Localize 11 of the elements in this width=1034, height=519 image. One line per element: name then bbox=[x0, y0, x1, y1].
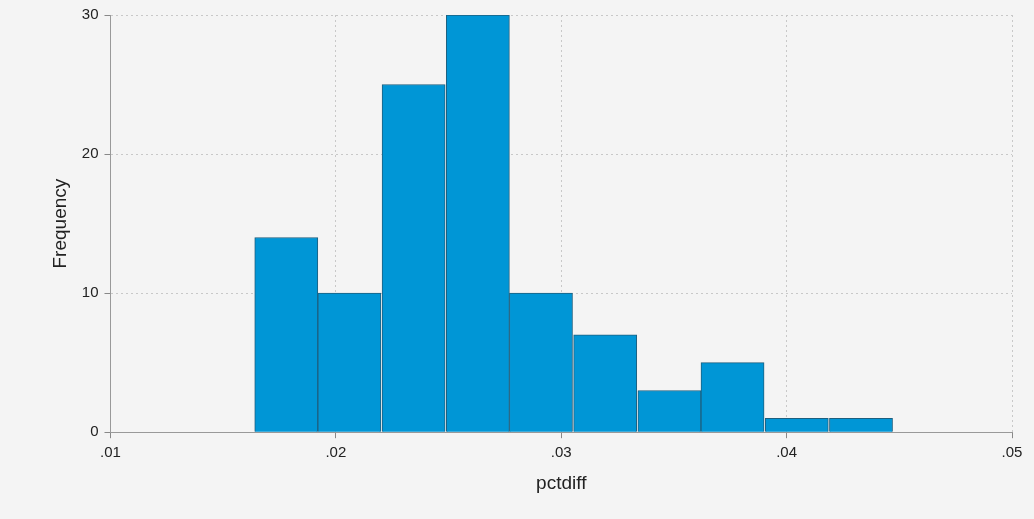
x-tick-label: .03 bbox=[550, 443, 572, 461]
x-tick-label: .04 bbox=[776, 443, 798, 461]
x-axis-title: pctdiff bbox=[536, 471, 588, 493]
y-axis-title: Frequency bbox=[48, 178, 70, 269]
y-tick-label: 20 bbox=[81, 144, 99, 162]
x-tick-label: .05 bbox=[1001, 443, 1023, 461]
x-tick-label: .02 bbox=[325, 443, 347, 461]
y-tick-label: 0 bbox=[90, 422, 99, 440]
x-tick-label: .01 bbox=[100, 443, 121, 461]
y-tick-label: 30 bbox=[81, 5, 99, 23]
y-tick-label: 10 bbox=[81, 283, 99, 301]
